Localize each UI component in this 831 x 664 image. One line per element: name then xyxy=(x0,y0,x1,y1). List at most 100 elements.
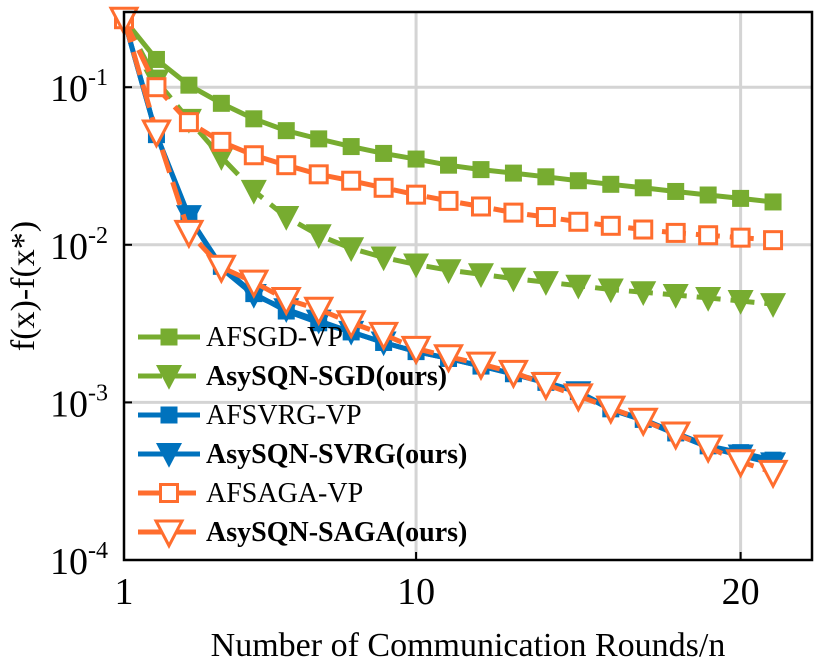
data-point xyxy=(667,182,685,200)
data-point xyxy=(438,190,459,211)
data-point xyxy=(400,335,432,366)
data-point xyxy=(140,119,172,149)
data-point xyxy=(435,259,462,284)
y-tick-label: 10-4 xyxy=(50,538,108,583)
data-point xyxy=(276,155,297,176)
data-point xyxy=(180,76,198,94)
data-point xyxy=(530,371,562,402)
data-point xyxy=(173,219,205,250)
data-point xyxy=(308,164,329,185)
data-point xyxy=(335,310,367,340)
data-point xyxy=(212,94,230,112)
data-point xyxy=(763,230,784,251)
y-axis-label: f(x)-f(x*) xyxy=(5,221,42,351)
data-point xyxy=(270,286,302,317)
series-afsgd-vp xyxy=(115,10,782,211)
legend-label: AFSVRG-VP xyxy=(206,400,362,431)
data-point xyxy=(500,267,527,293)
data-point xyxy=(764,193,782,211)
plot-frame xyxy=(122,10,814,562)
data-point xyxy=(698,225,719,246)
y-tick-label: 10-2 xyxy=(50,223,108,268)
data-point xyxy=(699,186,717,204)
data-point xyxy=(159,483,179,503)
data-point xyxy=(662,284,689,309)
data-point xyxy=(470,196,491,217)
plot-area xyxy=(124,12,812,560)
data-point xyxy=(597,278,624,304)
x-axis-label: Number of Communication Rounds/n xyxy=(211,627,726,664)
data-point xyxy=(600,215,621,236)
data-point xyxy=(153,519,185,549)
data-point xyxy=(303,296,335,327)
data-point xyxy=(497,359,529,390)
data-point xyxy=(146,77,167,98)
y-tick-label: 10-3 xyxy=(50,380,108,425)
data-point xyxy=(205,254,237,285)
data-point xyxy=(342,138,360,156)
data-point xyxy=(208,146,235,171)
data-point xyxy=(568,211,589,232)
data-point xyxy=(627,407,659,438)
data-point xyxy=(178,112,199,133)
data-point xyxy=(504,164,522,182)
data-point xyxy=(175,205,202,230)
data-point xyxy=(243,145,264,166)
data-point xyxy=(602,175,620,193)
y-tick-label: 10-1 xyxy=(50,65,108,110)
data-point xyxy=(503,202,524,223)
data-point xyxy=(160,328,178,346)
x-tick-label: 20 xyxy=(722,571,760,613)
legend-label: AsySQN-SVRG(ours) xyxy=(206,439,467,470)
data-point xyxy=(277,122,295,140)
data-point xyxy=(368,321,400,352)
legend-item: AsySQN-SAGA(ours) xyxy=(138,517,467,549)
data-point xyxy=(665,222,686,243)
data-point xyxy=(338,237,365,263)
data-point xyxy=(725,449,757,479)
legend-label: AFSGD-VP xyxy=(206,322,343,353)
data-point xyxy=(565,274,592,300)
data-point xyxy=(695,286,722,312)
data-point xyxy=(407,150,425,168)
data-point xyxy=(403,253,430,279)
data-point xyxy=(630,281,657,306)
data-point xyxy=(727,289,754,315)
data-point xyxy=(633,219,654,240)
data-point xyxy=(370,246,397,272)
grid-lines xyxy=(124,12,812,560)
legend-item: AsySQN-SGD(ours) xyxy=(138,361,447,392)
data-point xyxy=(310,130,328,148)
series-asysqn-sgd-ours xyxy=(111,8,787,318)
legend-label: AFSAGA-VP xyxy=(206,478,363,509)
legend-item: AFSAGA-VP xyxy=(138,478,363,509)
data-point xyxy=(532,271,559,296)
data-point xyxy=(373,177,394,198)
series-asysqn-saga-ours xyxy=(108,6,789,490)
data-point xyxy=(375,144,393,162)
data-point xyxy=(535,207,556,228)
series-group xyxy=(108,6,789,490)
data-point xyxy=(692,434,724,465)
data-point xyxy=(156,443,182,468)
data-point xyxy=(730,227,751,248)
data-point xyxy=(760,293,787,318)
legend-label: AsySQN-SAGA(ours) xyxy=(206,517,467,548)
data-point xyxy=(273,206,300,231)
data-point xyxy=(595,395,627,426)
data-point xyxy=(569,172,587,190)
series-afsaga-vp xyxy=(114,9,784,251)
data-point xyxy=(440,156,458,174)
legend-item: AFSVRG-VP xyxy=(138,400,362,431)
data-point xyxy=(156,365,182,390)
data-point xyxy=(245,110,263,128)
legend-item: AsySQN-SVRG(ours) xyxy=(138,439,467,470)
data-point xyxy=(160,406,178,424)
legend: AFSGD-VP AsySQN-SGD(ours) AFSVRG-VP AsySQN-… xyxy=(138,322,467,549)
data-point xyxy=(562,383,594,413)
data-point xyxy=(467,263,494,289)
legend-label: AsySQN-SGD(ours) xyxy=(206,361,447,392)
data-point xyxy=(406,184,427,205)
data-point xyxy=(238,269,270,300)
